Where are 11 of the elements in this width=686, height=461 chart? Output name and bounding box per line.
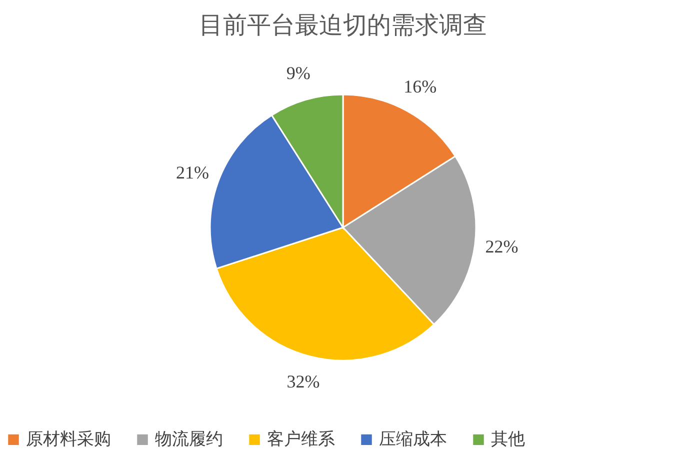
chart-title: 目前平台最迫切的需求调查	[199, 11, 487, 39]
legend-label: 物流履约	[155, 430, 223, 450]
legend-label: 压缩成本	[379, 430, 447, 450]
data-label: 21%	[176, 162, 209, 182]
data-label: 9%	[286, 62, 310, 83]
legend-label: 其他	[491, 430, 525, 450]
data-label: 22%	[485, 236, 518, 257]
data-label: 32%	[286, 371, 320, 392]
legend-label: 原材料采购	[26, 430, 111, 450]
data-label: 16%	[404, 76, 437, 96]
legend-label: 客户维系	[267, 430, 335, 450]
